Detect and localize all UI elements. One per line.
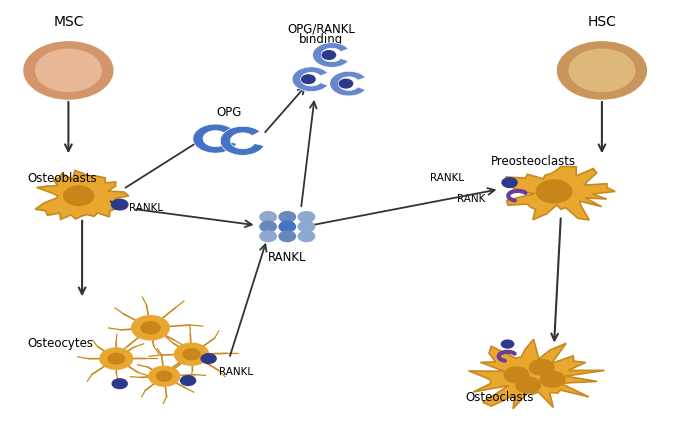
- Circle shape: [260, 231, 276, 242]
- Text: RANK: RANK: [457, 194, 485, 204]
- Circle shape: [201, 354, 216, 363]
- Text: Osteocytes: Osteocytes: [27, 337, 93, 350]
- Wedge shape: [330, 71, 365, 96]
- Polygon shape: [469, 339, 605, 409]
- Circle shape: [100, 348, 133, 369]
- Circle shape: [131, 316, 169, 340]
- Wedge shape: [292, 67, 328, 92]
- Circle shape: [181, 376, 196, 385]
- Text: OPG/RANKL: OPG/RANKL: [287, 22, 356, 35]
- Text: OPG: OPG: [216, 106, 242, 119]
- Text: binding: binding: [300, 33, 343, 46]
- Circle shape: [504, 367, 529, 383]
- Circle shape: [502, 178, 517, 187]
- Circle shape: [279, 231, 295, 242]
- Circle shape: [108, 353, 124, 364]
- Circle shape: [536, 180, 572, 203]
- Circle shape: [260, 221, 276, 232]
- Circle shape: [112, 379, 127, 389]
- Text: MSC: MSC: [53, 15, 83, 29]
- Text: RANKL: RANKL: [268, 251, 306, 264]
- Circle shape: [298, 221, 315, 232]
- Circle shape: [569, 49, 635, 92]
- Circle shape: [260, 212, 276, 222]
- Circle shape: [174, 343, 209, 365]
- Wedge shape: [220, 126, 264, 155]
- Polygon shape: [505, 166, 615, 220]
- Circle shape: [157, 371, 172, 381]
- Circle shape: [298, 231, 315, 242]
- Text: Osteoclasts: Osteoclasts: [465, 391, 534, 404]
- Polygon shape: [35, 170, 129, 220]
- Circle shape: [557, 42, 646, 99]
- Wedge shape: [193, 124, 237, 153]
- Circle shape: [24, 42, 113, 99]
- Text: RANKL: RANKL: [219, 367, 253, 377]
- Circle shape: [302, 75, 315, 84]
- Circle shape: [529, 359, 554, 375]
- Text: Preosteoclasts: Preosteoclasts: [491, 155, 576, 168]
- Circle shape: [64, 186, 94, 205]
- Circle shape: [279, 221, 295, 232]
- Circle shape: [516, 377, 540, 393]
- Circle shape: [36, 49, 101, 92]
- Circle shape: [540, 371, 565, 387]
- Text: HSC: HSC: [588, 15, 616, 29]
- Text: RANKL: RANKL: [129, 203, 163, 213]
- Text: RANKL: RANKL: [430, 173, 464, 183]
- Circle shape: [279, 212, 295, 222]
- Circle shape: [298, 212, 315, 222]
- Circle shape: [501, 340, 514, 348]
- Circle shape: [149, 366, 179, 386]
- Circle shape: [183, 348, 200, 360]
- Circle shape: [339, 79, 353, 88]
- Wedge shape: [313, 43, 348, 67]
- Circle shape: [111, 199, 128, 210]
- Circle shape: [322, 51, 336, 59]
- Text: Osteoblasts: Osteoblasts: [27, 172, 97, 185]
- Circle shape: [141, 322, 160, 334]
